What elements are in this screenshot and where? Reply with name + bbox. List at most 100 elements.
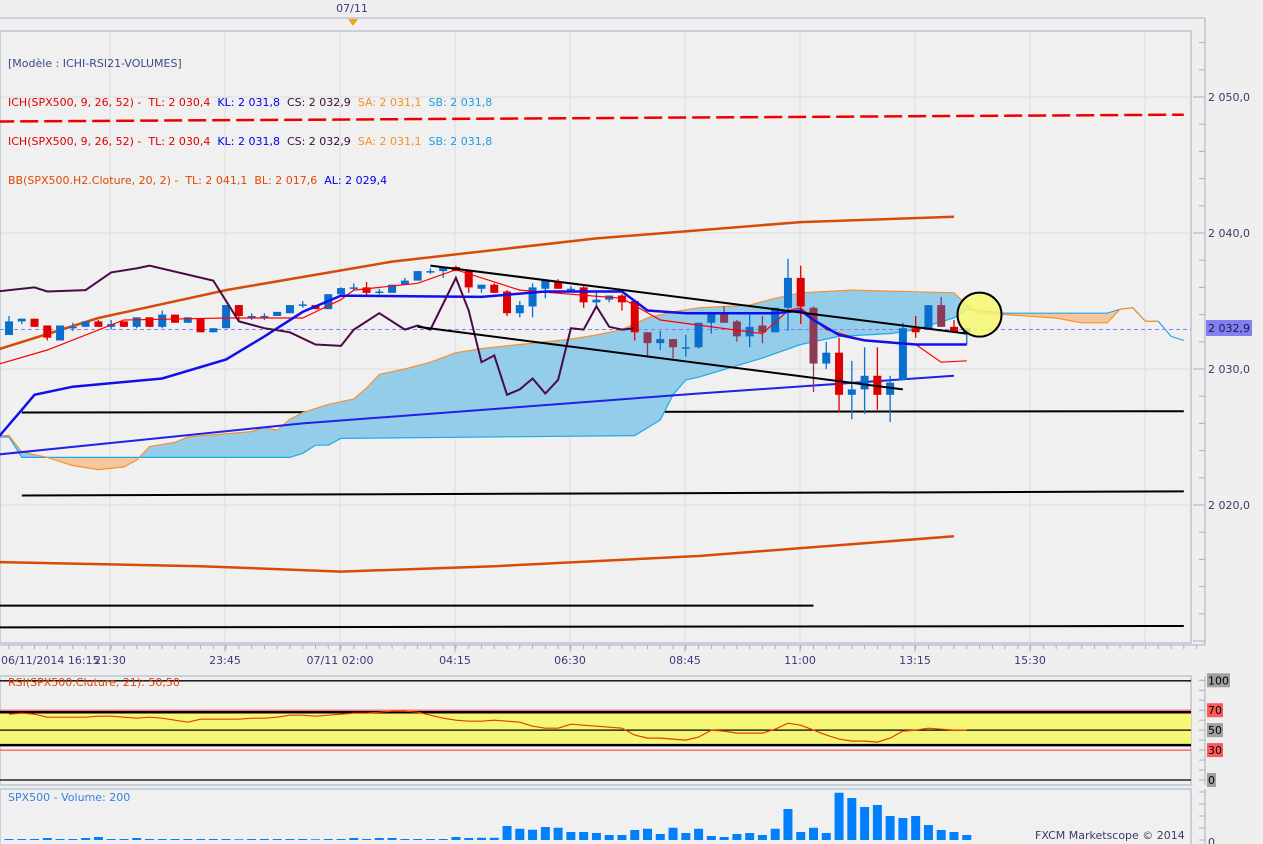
volume-bar: [617, 835, 627, 840]
candle-body: [835, 352, 844, 395]
volume-bar: [719, 837, 729, 840]
candle: [656, 330, 665, 350]
rsi-band: [0, 712, 1191, 746]
volume-bar: [515, 828, 525, 840]
bollinger-lower-line: [0, 535, 955, 573]
volume-title: SPX500 - Volume: 200: [8, 791, 130, 804]
candle: [17, 318, 26, 325]
candle-body: [400, 280, 409, 285]
candle: [337, 287, 346, 295]
rsi-axis-label-bg: [1207, 673, 1230, 688]
volume-plot: [4, 791, 1205, 841]
volume-bar: [745, 833, 755, 840]
volume-bar: [464, 838, 474, 840]
bollinger-middle-line: [0, 374, 955, 456]
candle-body: [490, 284, 499, 293]
legend-ich-cs: CS: 2 032,9: [286, 96, 351, 109]
volume-bar: [476, 837, 486, 840]
volume-bar: [451, 837, 461, 840]
volume-bar: [310, 839, 320, 840]
time-axis-label: 23:45: [209, 654, 241, 667]
candle-body: [119, 321, 128, 327]
candle: [464, 271, 473, 293]
candle-body: [949, 326, 958, 333]
candle-body: [809, 307, 818, 364]
candle: [30, 318, 39, 327]
candle-body: [413, 271, 422, 281]
candle: [222, 305, 231, 329]
candle-body: [222, 305, 231, 329]
volume-bar: [247, 839, 257, 840]
volume-bar: [834, 792, 844, 840]
candle: [924, 305, 933, 329]
legend-model: [Modèle : ICHI-RSI21-VOLUMES]: [8, 57, 182, 70]
volume-bar: [553, 827, 563, 840]
candle-body: [566, 288, 575, 291]
candle-body: [771, 307, 780, 333]
volume-bar: [272, 839, 282, 840]
volume-bar: [132, 838, 142, 840]
volume-bar: [502, 826, 512, 840]
candle: [43, 325, 52, 341]
triangle-upper-trendline: [430, 264, 967, 335]
candle: [5, 315, 13, 335]
candle-body: [656, 339, 665, 344]
candle-body: [158, 314, 167, 327]
candle: [694, 322, 703, 349]
volume-bar: [770, 828, 780, 840]
legend-ich-sb: SB: 2 031,8: [428, 135, 493, 148]
candle-body: [337, 288, 346, 295]
candle-body: [643, 332, 652, 344]
legend-ichimoku-1: ICH(SPX500, 9, 26, 52) - TL: 2 030,4 KL:…: [8, 96, 492, 109]
volume-bar: [796, 832, 806, 840]
legend-ich-kl: KL: 2 031,8: [217, 135, 280, 148]
candle-body: [388, 284, 397, 293]
candle-body: [285, 305, 294, 314]
candle: [413, 271, 422, 281]
volume-bar: [285, 839, 295, 840]
candle-body: [707, 313, 716, 323]
bollinger-upper-line: [0, 215, 955, 351]
price-axis-label: 2 030,0: [1208, 363, 1250, 376]
rsi-title: RSI(SPX500.Cluture, 21): 50,50: [8, 676, 180, 689]
triangle-lower-trendline: [417, 325, 904, 391]
volume-bar: [783, 809, 793, 840]
legend-ich-kl: KL: 2 031,8: [217, 96, 280, 109]
volume-bar: [374, 838, 384, 840]
candle-body: [30, 318, 39, 327]
candle-body: [911, 328, 920, 333]
time-axis-label: 06/11/2014 16:15: [1, 654, 100, 667]
volume-bar: [949, 832, 959, 840]
legend-ich-sa: SA: 2 031,1: [357, 96, 422, 109]
candle-body: [145, 317, 154, 327]
volume-bar: [349, 838, 359, 840]
legend-ich-cs: CS: 2 032,9: [286, 135, 351, 148]
volume-bar: [732, 834, 742, 840]
volume-bar: [208, 839, 218, 840]
volume-bar: [4, 839, 14, 840]
candle-body: [234, 305, 243, 316]
candle: [119, 321, 128, 327]
volume-bar: [425, 839, 435, 840]
candle-body: [541, 280, 550, 289]
legend-bollinger: BB(SPX500.H2.Cloture, 20, 2) - TL: 2 041…: [8, 174, 492, 187]
volume-bar: [681, 833, 691, 840]
candle: [349, 283, 358, 291]
legend-ichimoku-2: ICH(SPX500, 9, 26, 52) - TL: 2 030,4 KL:…: [8, 135, 492, 148]
candle-body: [528, 287, 537, 307]
candle: [490, 283, 499, 293]
candle: [68, 322, 77, 331]
candle: [643, 332, 652, 356]
current-price-label: 2 032,9: [1208, 322, 1250, 335]
candle-body: [196, 318, 205, 333]
volume-bar: [540, 827, 550, 840]
volume-bar: [655, 834, 665, 840]
volume-bar: [885, 816, 895, 840]
candle-body: [554, 281, 563, 289]
legend-ich-sa: SA: 2 031,1: [357, 135, 422, 148]
volume-bar: [809, 827, 819, 840]
date-marker-label: 07/11: [336, 2, 368, 15]
candle-body: [681, 347, 690, 349]
volume-bar: [694, 828, 704, 840]
